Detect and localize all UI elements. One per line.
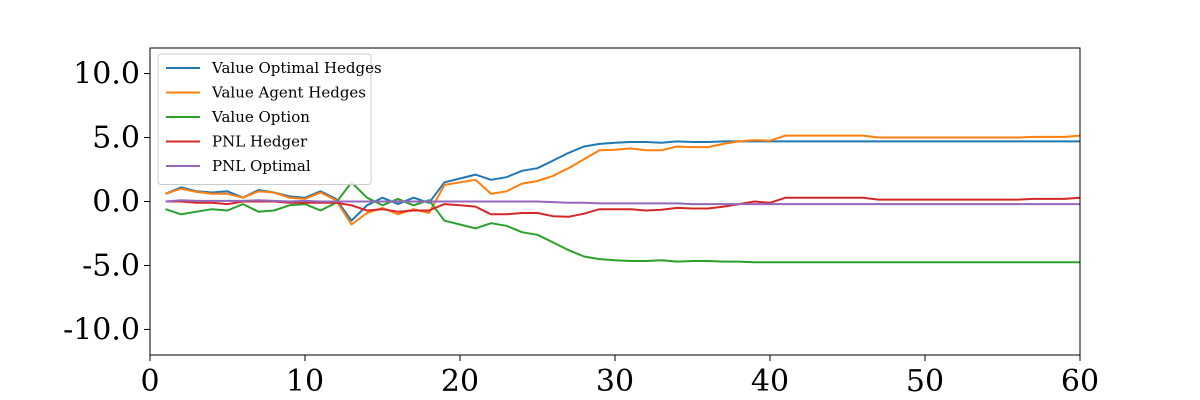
x-tick-label: 50 bbox=[906, 364, 944, 399]
legend-label: Value Agent Hedges bbox=[211, 84, 366, 102]
series-line-3 bbox=[165, 196, 1081, 218]
x-tick-label: 60 bbox=[1061, 364, 1099, 399]
axis-layer: 0 10 20 30 40 50 60 10.0 5.0 0.0 -5.0 -10.0 bbox=[63, 57, 1099, 399]
legend-label: Value Optimal Hedges bbox=[211, 59, 382, 77]
x-tick-label: 20 bbox=[441, 364, 479, 399]
x-tick-label: 10 bbox=[286, 364, 324, 399]
legend: Value Optimal Hedges Value Agent Hedges Va… bbox=[157, 53, 382, 185]
series-points-3 bbox=[165, 197, 1081, 217]
y-tick-label: 5.0 bbox=[92, 121, 140, 156]
series-line-1 bbox=[165, 134, 1081, 226]
legend-box bbox=[157, 53, 372, 185]
series-points-1 bbox=[165, 135, 1081, 225]
y-tick-label: -5.0 bbox=[82, 248, 140, 283]
legend-label: Value Option bbox=[211, 108, 310, 126]
y-tick-label: 10.0 bbox=[73, 57, 140, 92]
series-line-0 bbox=[165, 140, 1080, 222]
series-line-4 bbox=[165, 199, 1080, 206]
y-tick-label: 0.0 bbox=[92, 185, 140, 220]
y-tick-label: -10.0 bbox=[63, 312, 140, 347]
legend-label: PNL Optimal bbox=[212, 157, 311, 175]
x-tick-label: 0 bbox=[140, 364, 159, 399]
x-tick-label: 40 bbox=[751, 364, 789, 399]
series-layer bbox=[165, 134, 1081, 264]
x-tick-label: 30 bbox=[596, 364, 634, 399]
legend-label: PNL Hedger bbox=[212, 133, 308, 151]
series-line-2 bbox=[165, 181, 1080, 264]
